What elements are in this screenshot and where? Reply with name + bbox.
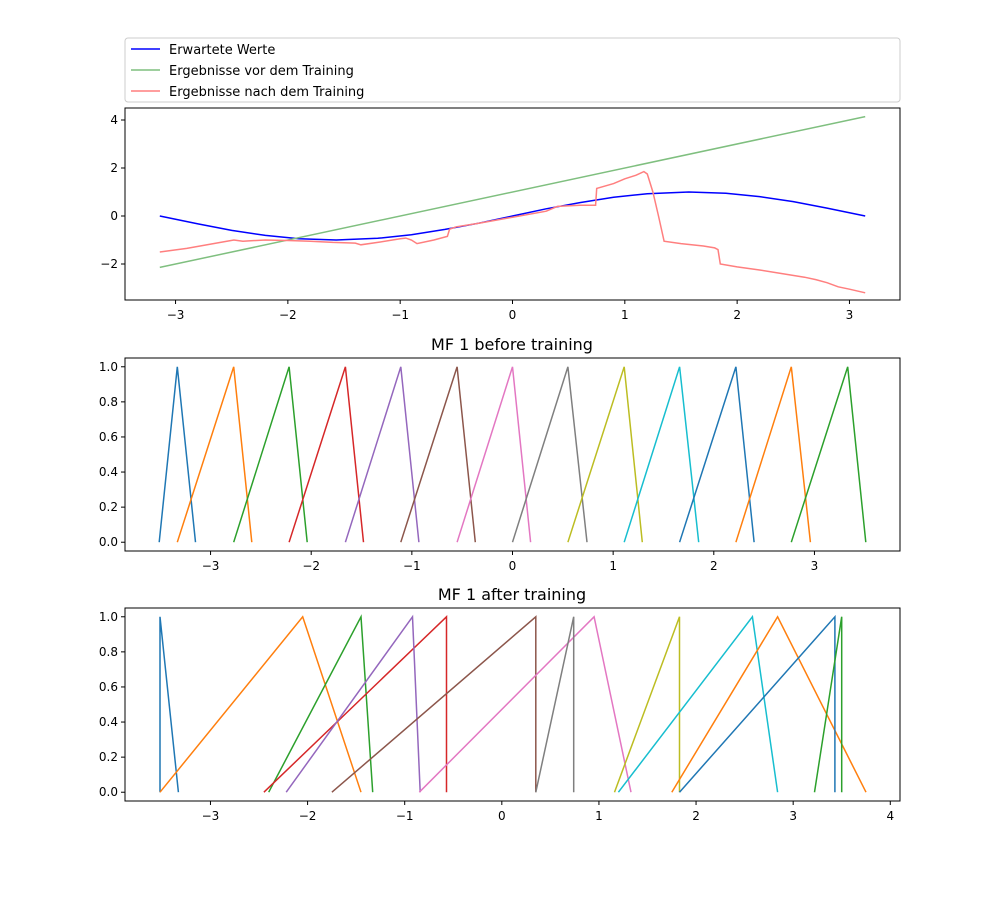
membership-triangle-2 (232, 366, 308, 543)
series-line-1 (159, 115, 866, 269)
y-tick-label-2: 2 (110, 161, 118, 175)
membership-triangle-5 (400, 366, 477, 543)
chart-mf-after-triangles (159, 614, 867, 793)
x-tick-label-1: −2 (279, 308, 297, 322)
membership-triangle-7 (511, 366, 588, 543)
legend-label-nach-training: Ergebnisse nach dem Training (169, 85, 364, 100)
membership-triangle-6 (418, 615, 632, 793)
y-tick-label-0: 0.0 (99, 785, 118, 799)
chart-approximation-frame (124, 107, 901, 301)
membership-triangle-0 (158, 366, 197, 543)
chart-mf-before-triangles (158, 366, 867, 543)
legend-label-vor-training: Ergebnisse vor dem Training (169, 64, 354, 79)
chart-mf-after-title: MF 1 after training (438, 585, 586, 604)
y-tick-label-0: 0.0 (99, 535, 118, 549)
x-tick-label-3: 0 (509, 308, 517, 322)
membership-triangle-2 (268, 614, 374, 793)
membership-triangle-3 (288, 366, 365, 543)
x-tick-label-2: −1 (403, 559, 421, 573)
y-tick-label-4: 0.8 (99, 395, 118, 409)
x-tick-label-2: −1 (396, 809, 414, 823)
y-tick-label-2: 0.4 (99, 465, 118, 479)
membership-triangle-1 (176, 366, 253, 543)
membership-triangle-9 (623, 366, 700, 543)
membership-triangle-7 (535, 616, 575, 793)
y-tick-label-3: 4 (110, 113, 118, 127)
x-tick-label-5: 2 (692, 809, 700, 823)
legend: Erwartete Werte Ergebnisse vor dem Train… (124, 37, 901, 103)
x-tick-label-3: 0 (509, 559, 517, 573)
x-tick-label-6: 3 (846, 308, 854, 322)
chart-mf-before-frame (124, 357, 901, 552)
y-tick-label-3: 0.6 (99, 680, 118, 694)
membership-triangle-12 (790, 366, 867, 543)
y-tick-label-0: −2 (100, 257, 118, 271)
y-tick-label-1: 0.2 (99, 500, 118, 514)
x-tick-label-4: 1 (609, 559, 617, 573)
x-tick-label-4: 1 (595, 809, 603, 823)
x-tick-label-6: 3 (811, 559, 819, 573)
membership-triangle-10 (671, 615, 867, 793)
chart-mf-after: −3 −2 −1 0 1 2 3 4 0.0 0.2 0.4 0.6 0.8 1.0 (99, 607, 901, 823)
x-tick-label-5: 2 (710, 559, 718, 573)
membership-triangle-3 (263, 615, 448, 793)
chart-approximation-lines (159, 115, 866, 294)
membership-triangle-8 (613, 616, 681, 793)
membership-triangle-4 (285, 614, 421, 793)
membership-triangle-10 (678, 366, 755, 543)
x-tick-label-0: −3 (167, 308, 185, 322)
y-tick-label-4: 0.8 (99, 645, 118, 659)
legend-frame (124, 37, 901, 103)
x-tick-label-2: −1 (391, 308, 409, 322)
x-tick-label-5: 2 (733, 308, 741, 322)
y-tick-label-1: 0 (110, 209, 118, 223)
membership-triangle-9 (617, 614, 779, 793)
x-tick-label-0: −3 (202, 809, 220, 823)
membership-triangle-11 (678, 614, 836, 793)
membership-triangle-0 (159, 616, 180, 793)
x-tick-label-0: −3 (202, 559, 220, 573)
chart-approximation-ticks: −3 −2 −1 0 1 2 3 −2 0 2 4 (100, 113, 853, 322)
membership-triangle-5 (331, 615, 537, 793)
x-tick-label-7: 4 (886, 809, 894, 823)
x-tick-label-1: −2 (302, 559, 320, 573)
membership-triangle-1 (159, 615, 362, 793)
chart-mf-before-ticks: −3 −2 −1 0 1 2 3 0.0 0.2 0.4 0.6 0.8 1.0 (99, 360, 818, 573)
chart-approximation: −3 −2 −1 0 1 2 3 −2 0 2 4 (100, 107, 901, 322)
membership-triangle-11 (735, 366, 812, 543)
series-line-2 (159, 170, 866, 294)
y-tick-label-2: 0.4 (99, 715, 118, 729)
x-tick-label-6: 3 (789, 809, 797, 823)
chart-mf-after-frame (124, 607, 901, 802)
chart-mf-after-ticks: −3 −2 −1 0 1 2 3 4 0.0 0.2 0.4 0.6 0.8 1.0 (99, 610, 894, 823)
membership-triangle-8 (567, 366, 644, 543)
y-tick-label-5: 1.0 (99, 360, 118, 374)
y-tick-label-1: 0.2 (99, 750, 118, 764)
chart-mf-before: −3 −2 −1 0 1 2 3 0.0 0.2 0.4 0.6 0.8 1.0 (99, 357, 901, 573)
y-tick-label-5: 1.0 (99, 610, 118, 624)
x-tick-label-1: −2 (299, 809, 317, 823)
membership-triangle-12 (813, 616, 843, 793)
membership-triangle-4 (344, 366, 420, 543)
membership-triangle-6 (456, 366, 532, 543)
x-tick-label-4: 1 (621, 308, 629, 322)
chart-mf-before-title: MF 1 before training (431, 335, 593, 354)
legend-label-erwartete-werte: Erwartete Werte (169, 43, 275, 58)
x-tick-label-3: 0 (498, 809, 506, 823)
series-line-0 (159, 191, 866, 241)
y-tick-label-3: 0.6 (99, 430, 118, 444)
